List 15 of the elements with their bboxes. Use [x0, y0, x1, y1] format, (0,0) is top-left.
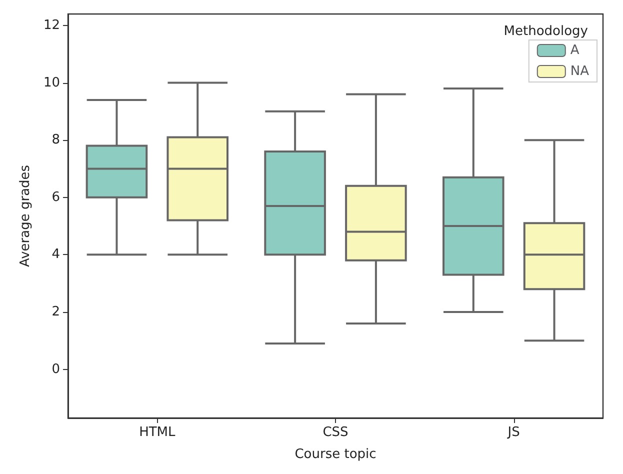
legend-label: NA [570, 64, 590, 79]
x-tick-label: HTML [139, 425, 176, 440]
y-tick-label: 8 [52, 132, 60, 148]
y-tick-label: 0 [52, 362, 60, 377]
y-axis-title: Average grades [18, 164, 33, 268]
legend-label: A [570, 43, 580, 58]
y-tick-label: 2 [52, 304, 60, 320]
x-axis-title: Course topic [294, 447, 376, 462]
y-tick-label: 12 [43, 18, 60, 33]
x-tick-label: CSS [322, 425, 348, 440]
y-tick-label: 6 [52, 190, 60, 205]
y-tick-label: 10 [43, 75, 60, 90]
y-tick-label: 4 [52, 247, 60, 262]
x-tick-label: JS [506, 425, 520, 440]
legend-title: Methodology [504, 24, 588, 39]
